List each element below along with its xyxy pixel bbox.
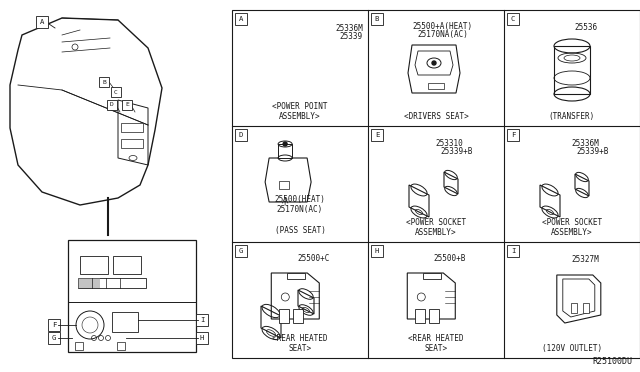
Text: G: G xyxy=(239,248,243,254)
Bar xyxy=(287,273,305,279)
Circle shape xyxy=(432,61,436,65)
Bar xyxy=(117,342,125,350)
Bar xyxy=(571,303,577,313)
Bar xyxy=(429,309,439,323)
Text: C: C xyxy=(511,16,515,22)
Bar xyxy=(279,181,289,189)
Text: A: A xyxy=(239,16,243,22)
Bar xyxy=(111,87,121,97)
Text: B: B xyxy=(375,16,379,22)
Bar xyxy=(554,46,590,94)
Text: 25336M: 25336M xyxy=(572,139,600,148)
Bar xyxy=(371,245,383,257)
Bar xyxy=(78,278,146,288)
Text: 25500+C: 25500+C xyxy=(298,254,330,263)
Text: D: D xyxy=(110,103,114,108)
Text: A: A xyxy=(40,19,44,25)
Text: (120V OUTLET): (120V OUTLET) xyxy=(542,344,602,353)
Text: E: E xyxy=(375,132,379,138)
Bar xyxy=(507,13,519,25)
Text: C: C xyxy=(114,90,118,94)
Text: <REAR HEATED
SEAT>: <REAR HEATED SEAT> xyxy=(408,334,464,353)
Bar xyxy=(107,100,117,110)
Text: B: B xyxy=(102,80,106,84)
Bar xyxy=(235,129,247,141)
Text: 25339+B: 25339+B xyxy=(440,147,472,156)
Bar xyxy=(121,123,143,132)
Bar xyxy=(279,309,289,323)
Bar xyxy=(121,139,143,148)
Circle shape xyxy=(283,142,287,146)
Bar xyxy=(428,83,444,89)
Text: <DRIVERS SEAT>: <DRIVERS SEAT> xyxy=(404,112,468,121)
Bar xyxy=(196,314,208,326)
Text: H: H xyxy=(375,248,379,254)
Bar xyxy=(68,240,196,352)
Text: F: F xyxy=(52,322,56,328)
Text: 25536: 25536 xyxy=(574,23,597,32)
Text: 25500+B: 25500+B xyxy=(433,254,466,263)
Bar xyxy=(112,312,138,332)
Text: G: G xyxy=(52,335,56,341)
Text: <POWER POINT
ASSEMBLY>: <POWER POINT ASSEMBLY> xyxy=(272,102,328,121)
Text: (TRANSFER): (TRANSFER) xyxy=(549,112,595,121)
Text: <REAR HEATED
SEAT>: <REAR HEATED SEAT> xyxy=(272,334,328,353)
Bar xyxy=(415,309,425,323)
Text: E: E xyxy=(125,103,129,108)
Text: R25100DU: R25100DU xyxy=(592,357,632,366)
Text: 25170NA(AC): 25170NA(AC) xyxy=(417,30,468,39)
Bar xyxy=(235,13,247,25)
Bar xyxy=(196,332,208,344)
Bar xyxy=(583,303,589,313)
Text: 25500(HEAT)
25170N(AC)

(PASS SEAT): 25500(HEAT) 25170N(AC) (PASS SEAT) xyxy=(275,195,325,235)
Bar xyxy=(293,309,303,323)
Text: 253310: 253310 xyxy=(436,139,463,148)
Text: F: F xyxy=(511,132,515,138)
Bar xyxy=(235,245,247,257)
Text: 25336M: 25336M xyxy=(335,24,363,33)
Text: <POWER SOCKET
ASSEMBLY>: <POWER SOCKET ASSEMBLY> xyxy=(406,218,466,237)
Bar xyxy=(113,256,141,274)
Bar xyxy=(371,13,383,25)
Text: H: H xyxy=(200,335,204,341)
Bar xyxy=(99,77,109,87)
Text: 25500+A(HEAT): 25500+A(HEAT) xyxy=(413,22,473,31)
Bar xyxy=(232,10,640,358)
Text: D: D xyxy=(239,132,243,138)
Bar xyxy=(278,144,292,158)
Bar xyxy=(507,129,519,141)
Bar xyxy=(78,278,100,288)
Text: 25339+B: 25339+B xyxy=(576,147,609,156)
Bar xyxy=(48,332,60,344)
Text: 25339: 25339 xyxy=(340,32,363,41)
Bar xyxy=(423,273,442,279)
Text: 25327M: 25327M xyxy=(572,255,600,264)
Text: I: I xyxy=(511,248,515,254)
Bar xyxy=(75,342,83,350)
Bar xyxy=(122,100,132,110)
Text: I: I xyxy=(200,317,204,323)
Bar xyxy=(36,16,48,28)
Bar xyxy=(48,319,60,331)
Bar xyxy=(80,256,108,274)
Bar xyxy=(507,245,519,257)
Text: <POWER SOCKET
ASSEMBLY>: <POWER SOCKET ASSEMBLY> xyxy=(542,218,602,237)
Bar xyxy=(371,129,383,141)
